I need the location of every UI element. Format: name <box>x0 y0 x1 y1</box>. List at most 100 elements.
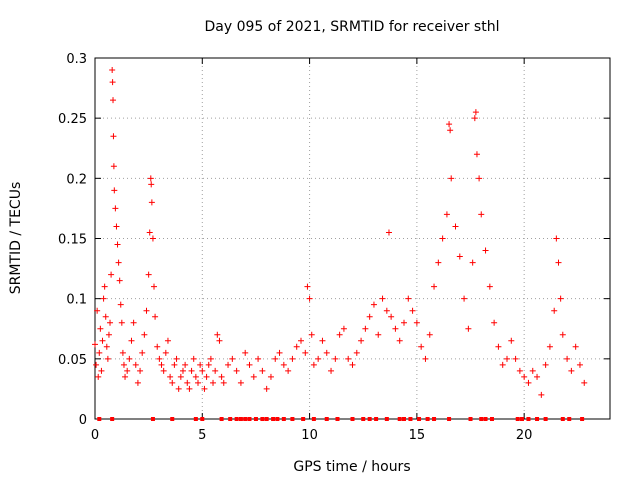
data-point <box>110 97 117 104</box>
data-point <box>169 379 176 386</box>
data-point <box>538 391 545 398</box>
data-point <box>422 355 429 362</box>
zero-marker <box>275 417 280 421</box>
x-tick-label: 5 <box>198 428 206 443</box>
data-point <box>448 175 455 182</box>
data-point <box>272 355 279 362</box>
data-point <box>229 355 236 362</box>
data-point <box>167 373 174 380</box>
data-point <box>469 259 476 266</box>
data-point <box>319 337 326 344</box>
data-point <box>148 199 155 206</box>
data-point <box>175 385 182 392</box>
data-point <box>205 361 212 368</box>
data-point <box>328 367 335 374</box>
data-point <box>143 307 150 314</box>
data-point <box>546 343 553 350</box>
zero-marker <box>110 417 115 421</box>
data-point <box>267 373 274 380</box>
data-point <box>392 325 399 332</box>
data-point <box>332 355 339 362</box>
zero-marker <box>489 417 494 421</box>
data-point <box>396 337 403 344</box>
zero-marker <box>361 417 366 421</box>
data-point <box>158 361 165 368</box>
data-point <box>379 295 386 302</box>
data-point <box>564 355 571 362</box>
zero-marker <box>193 417 198 421</box>
data-point <box>203 373 210 380</box>
data-point <box>110 163 117 170</box>
data-point <box>576 361 583 368</box>
grid <box>95 58 610 419</box>
data-point <box>132 361 139 368</box>
data-point <box>171 361 178 368</box>
data-point <box>96 349 103 356</box>
data-point <box>233 367 240 374</box>
data-point <box>145 271 152 278</box>
data-point <box>124 367 131 374</box>
data-point <box>242 349 249 356</box>
data-point <box>110 133 117 140</box>
zero-marker <box>447 417 452 421</box>
data-point <box>349 361 356 368</box>
data-point <box>255 355 262 362</box>
data-point <box>366 313 373 320</box>
zero-marker <box>170 417 175 421</box>
data-point <box>128 337 135 344</box>
data-point <box>405 295 412 302</box>
data-point <box>97 325 104 332</box>
data-point <box>148 181 155 188</box>
zero-marker <box>350 417 355 421</box>
data-point <box>197 361 204 368</box>
data-point <box>130 319 137 326</box>
data-point <box>162 349 169 356</box>
x-tick-label: 15 <box>409 428 426 443</box>
data-point <box>473 151 480 158</box>
zero-marker <box>526 417 531 421</box>
data-point <box>179 367 186 374</box>
data-point <box>439 235 446 242</box>
data-point <box>105 331 112 338</box>
zero-marker <box>228 417 233 421</box>
zero-marker <box>200 417 205 421</box>
data-point <box>199 367 206 374</box>
data-point <box>471 115 478 122</box>
data-point <box>413 319 420 326</box>
data-point <box>98 367 105 374</box>
data-point <box>134 379 141 386</box>
data-point <box>147 175 154 182</box>
zero-marker <box>290 417 295 421</box>
zero-marker <box>219 417 224 421</box>
data-point <box>521 373 528 380</box>
data-point <box>452 223 459 230</box>
data-point <box>353 349 360 356</box>
data-point <box>190 355 197 362</box>
data-point <box>95 373 102 380</box>
zero-marker <box>238 417 243 421</box>
zero-marker <box>402 417 406 421</box>
data-point <box>104 355 111 362</box>
data-point <box>259 367 266 374</box>
zero-marker <box>374 417 379 421</box>
data-point <box>304 283 311 290</box>
y-axis-ticks: 0 0.05 0.1 0.15 0.2 0.25 0.3 <box>58 52 610 428</box>
data-point <box>461 295 468 302</box>
zero-marker <box>97 417 102 421</box>
zero-marker <box>417 417 422 421</box>
zero-marker <box>271 417 276 421</box>
data-point <box>220 379 227 386</box>
zero-marker <box>150 417 155 421</box>
data-point <box>115 259 122 266</box>
data-point <box>94 307 101 314</box>
data-point <box>250 373 257 380</box>
data-point <box>263 385 270 392</box>
data-point <box>559 331 566 338</box>
chart-title: Day 095 of 2021, SRMTID for receiver sth… <box>205 19 500 35</box>
data-point <box>306 295 313 302</box>
zero-marker <box>580 417 585 421</box>
data-points <box>92 67 588 421</box>
